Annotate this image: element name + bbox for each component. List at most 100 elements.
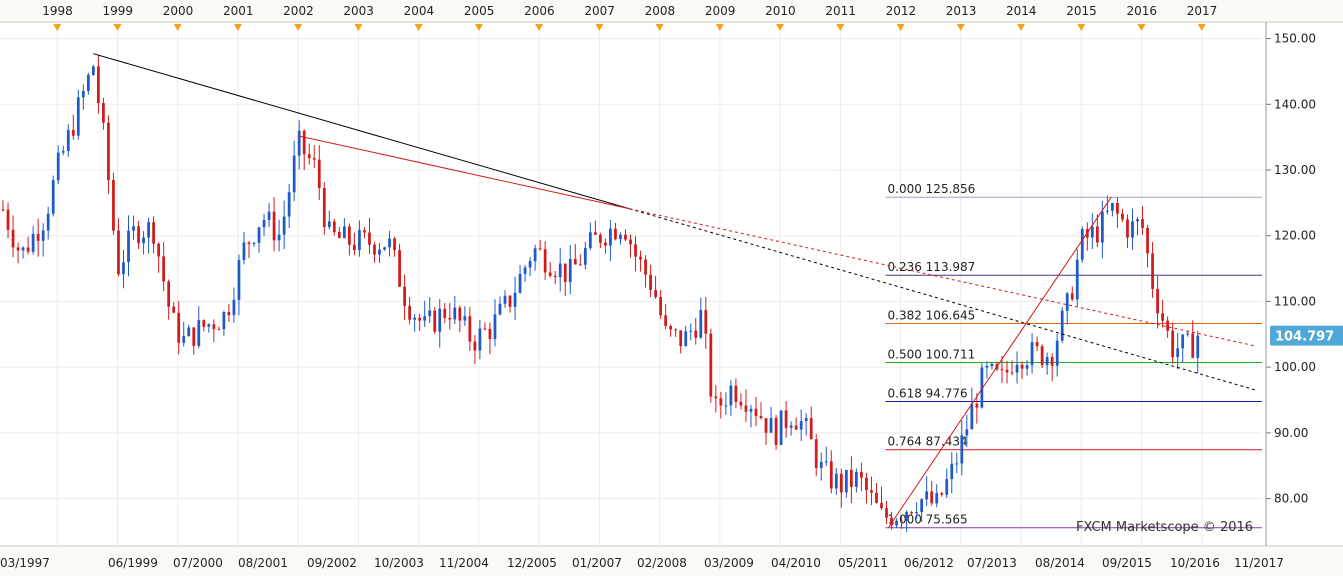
- candle: [588, 222, 592, 251]
- candle-body: [207, 324, 211, 327]
- candle-body: [619, 234, 622, 240]
- candle: [393, 236, 396, 257]
- candle: [558, 247, 562, 292]
- candle-body: [1055, 340, 1059, 366]
- watermark-label: FXCM Marketscope © 2016: [1076, 520, 1253, 535]
- candle: [799, 409, 803, 441]
- candle: [1191, 320, 1195, 359]
- candle: [122, 249, 125, 289]
- candle-body: [508, 295, 512, 307]
- candle: [644, 255, 647, 288]
- top-axis-year-label: 2009: [705, 4, 736, 18]
- year-marker-icon: [1017, 24, 1026, 31]
- candle-body: [649, 274, 652, 291]
- candle-body: [764, 418, 768, 433]
- candle-body: [41, 230, 45, 241]
- bottom-axis-date-label: 07/2000: [173, 556, 223, 570]
- year-marker-icon: [896, 24, 905, 31]
- candle-body: [332, 221, 336, 233]
- candle: [423, 300, 427, 327]
- candle-body: [855, 471, 858, 487]
- bottom-axis-date-label: 12/2005: [507, 556, 557, 570]
- candle-body: [814, 439, 818, 468]
- candle: [152, 216, 155, 254]
- candle-body: [1156, 288, 1159, 314]
- candle-body: [588, 232, 592, 248]
- candle: [297, 120, 301, 170]
- candle: [348, 223, 351, 256]
- candle: [734, 378, 738, 409]
- candle-body: [413, 317, 417, 320]
- candle: [990, 362, 994, 370]
- candle: [232, 287, 236, 323]
- bottom-axis-date-label: 10/2016: [1170, 556, 1220, 570]
- candle-body: [488, 328, 492, 340]
- candle: [277, 219, 281, 252]
- candle: [593, 220, 597, 235]
- candle-body: [81, 91, 85, 98]
- top-axis-year-label: 2007: [584, 4, 615, 18]
- candle-body: [327, 221, 331, 228]
- candle-body: [724, 405, 728, 407]
- candle: [1055, 334, 1059, 377]
- candle: [252, 241, 256, 247]
- candle: [1035, 336, 1039, 352]
- candle: [870, 476, 873, 506]
- year-marker-icon: [414, 24, 423, 31]
- candle: [774, 414, 778, 450]
- candle: [819, 452, 823, 481]
- candle: [473, 335, 477, 365]
- year-marker-icon: [1077, 24, 1086, 31]
- candle-body: [910, 512, 913, 514]
- candle: [839, 468, 843, 508]
- candle: [327, 210, 331, 230]
- candle-body: [644, 259, 647, 275]
- candle-body: [629, 239, 632, 245]
- candle-body: [563, 263, 567, 283]
- candle: [754, 396, 758, 427]
- candle-body: [493, 314, 497, 340]
- top-axis-band: [0, 0, 1343, 22]
- candle-body: [167, 281, 171, 307]
- candle-body: [473, 341, 477, 351]
- candle: [97, 55, 100, 114]
- candle-body: [1126, 219, 1129, 238]
- candle: [649, 264, 652, 298]
- candle: [513, 276, 517, 321]
- candle: [824, 446, 828, 466]
- candle-body: [147, 222, 150, 238]
- last-price-tag: [1270, 325, 1343, 346]
- candle-body: [66, 129, 70, 152]
- candle: [1040, 344, 1044, 369]
- candle: [242, 231, 246, 265]
- candle: [11, 215, 15, 258]
- top-axis-year-label: 2008: [645, 4, 676, 18]
- candle: [127, 215, 130, 277]
- candle: [769, 407, 773, 433]
- candle-body: [609, 228, 612, 246]
- candle: [935, 484, 939, 508]
- candle: [317, 145, 321, 200]
- candle: [488, 322, 492, 355]
- candle: [684, 326, 688, 347]
- candle: [629, 234, 632, 258]
- candle: [1171, 322, 1175, 364]
- candle-body: [433, 310, 437, 332]
- candle: [1045, 352, 1049, 375]
- candle: [107, 115, 110, 194]
- candle-body: [930, 491, 934, 504]
- candle: [654, 275, 657, 299]
- candle-body: [498, 303, 502, 315]
- candle-body: [789, 425, 793, 428]
- price-axis-label: 80.00: [1274, 492, 1308, 506]
- candle: [16, 242, 20, 264]
- candle-body: [388, 238, 391, 248]
- candle-body: [373, 244, 376, 255]
- candle-body: [744, 405, 748, 412]
- candle: [26, 236, 30, 255]
- candle-body: [267, 211, 271, 220]
- candle: [66, 124, 70, 157]
- candle: [433, 306, 437, 334]
